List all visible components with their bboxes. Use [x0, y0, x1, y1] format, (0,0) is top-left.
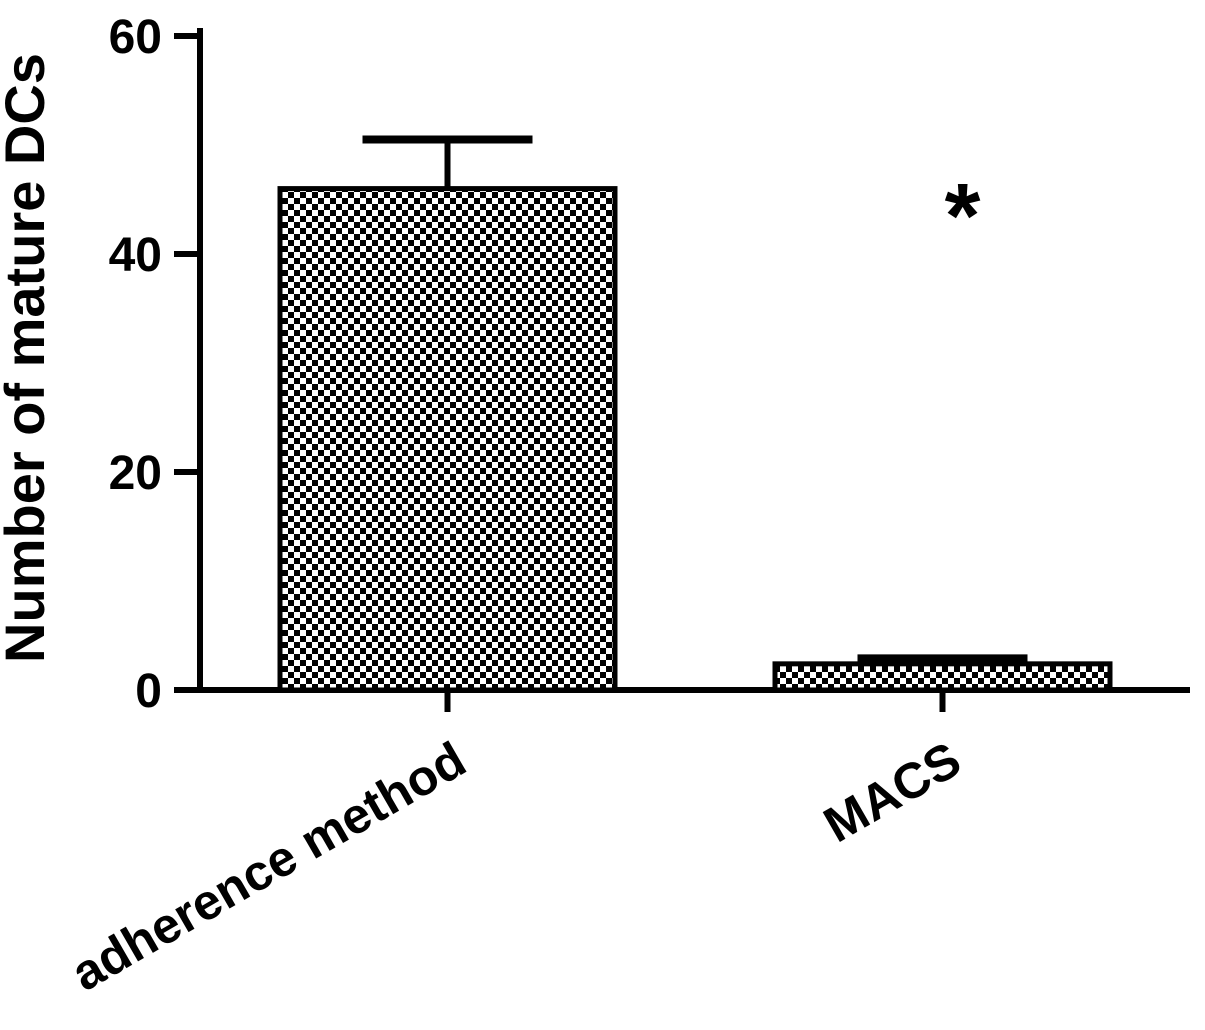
y-tick-label: 20 [109, 447, 162, 500]
y-tick-label: 40 [109, 229, 162, 282]
y-axis-label: Number of mature DCs [0, 53, 56, 663]
significance-asterisk: * [945, 165, 981, 267]
y-tick-label: 60 [109, 11, 162, 64]
x-category-label: adherence method [62, 731, 475, 1002]
y-tick-label: 0 [135, 665, 162, 718]
x-category-label: MACS [815, 731, 970, 853]
bar-0 [277, 186, 618, 693]
bar-1 [772, 661, 1113, 693]
